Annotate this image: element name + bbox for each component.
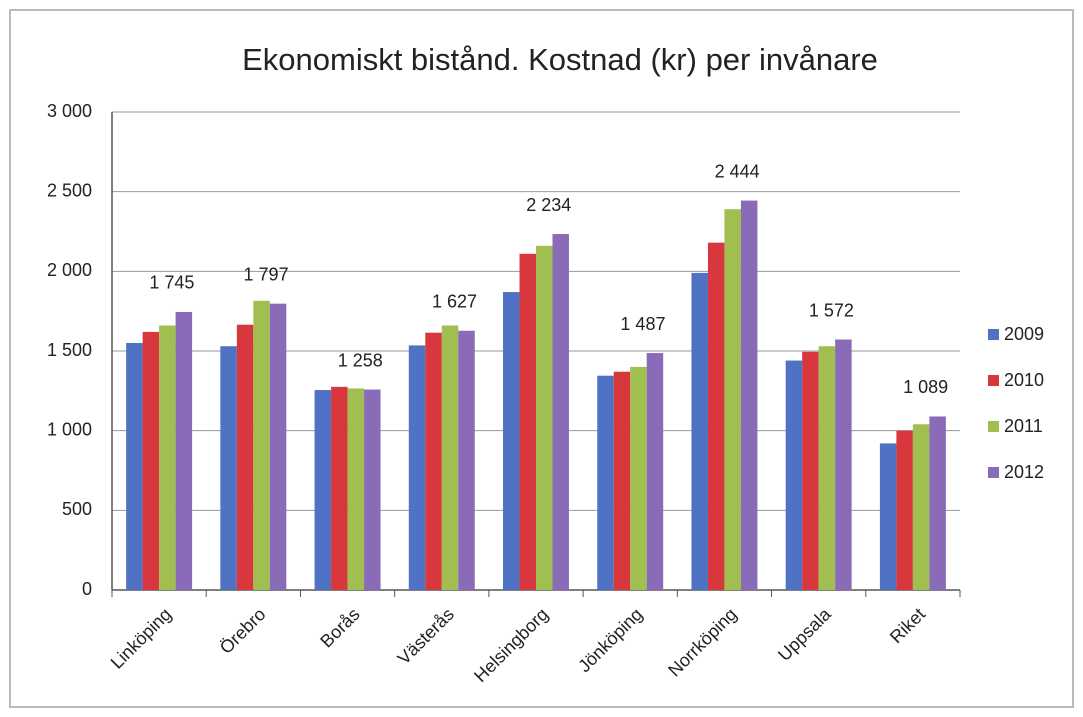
bar xyxy=(740,200,758,590)
data-label: 1 089 xyxy=(903,377,948,397)
bar xyxy=(503,292,520,590)
bar xyxy=(269,303,287,590)
legend-swatch xyxy=(988,329,999,340)
data-label: 2 444 xyxy=(715,161,760,181)
y-tick-label: 500 xyxy=(62,499,92,519)
bar xyxy=(691,272,708,590)
bar xyxy=(896,430,913,590)
data-label: 1 258 xyxy=(338,350,383,370)
data-label: 1 745 xyxy=(149,273,194,293)
data-label: 1 572 xyxy=(809,300,854,320)
y-tick-label: 0 xyxy=(82,579,92,599)
bar xyxy=(912,424,930,590)
bar xyxy=(536,245,553,590)
bar xyxy=(220,346,237,590)
bar xyxy=(126,343,143,590)
bar xyxy=(425,332,442,590)
y-tick-label: 3 000 xyxy=(47,101,92,121)
y-tick-label: 2 000 xyxy=(47,260,92,280)
bar xyxy=(441,325,459,590)
bar xyxy=(364,389,381,590)
y-tick-label: 2 500 xyxy=(47,180,92,200)
legend-label: 2012 xyxy=(1004,462,1044,482)
bar xyxy=(879,443,897,590)
data-label: 2 234 xyxy=(526,195,571,215)
bar xyxy=(724,209,741,590)
legend-label: 2009 xyxy=(1004,324,1044,344)
data-label: 1 797 xyxy=(244,264,289,284)
bar xyxy=(646,353,664,590)
bar xyxy=(314,390,332,590)
bar xyxy=(597,375,614,590)
bar xyxy=(630,366,647,590)
bar xyxy=(929,416,946,590)
bar xyxy=(142,331,160,590)
legend-swatch xyxy=(988,421,999,432)
data-label: 1 627 xyxy=(432,292,477,312)
bar xyxy=(408,345,426,590)
legend-label: 2011 xyxy=(1004,416,1043,436)
bar xyxy=(802,351,819,590)
data-label: 1 487 xyxy=(620,314,665,334)
bar xyxy=(253,300,270,590)
bar xyxy=(331,386,348,590)
bar xyxy=(159,325,176,590)
bar xyxy=(818,346,836,590)
y-tick-label: 1 500 xyxy=(47,340,92,360)
legend-swatch xyxy=(988,467,999,478)
legend-swatch xyxy=(988,375,999,386)
bar xyxy=(519,253,536,590)
legend-label: 2010 xyxy=(1004,370,1044,390)
y-tick-label: 1 000 xyxy=(47,419,92,439)
bar xyxy=(458,330,475,590)
bar xyxy=(175,311,193,590)
bar xyxy=(236,324,254,590)
bar xyxy=(613,371,631,590)
bar xyxy=(707,242,725,591)
chart-title: Ekonomiskt bistånd. Kostnad (kr) per inv… xyxy=(242,42,878,77)
bar xyxy=(835,339,852,590)
bar xyxy=(785,360,803,590)
bar xyxy=(347,388,365,590)
bar xyxy=(552,234,569,591)
